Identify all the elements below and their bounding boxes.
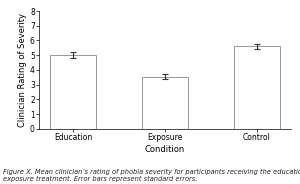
Y-axis label: Clinician Rating of Severity: Clinician Rating of Severity	[18, 13, 27, 127]
Bar	[142, 77, 188, 129]
Bar	[234, 46, 280, 129]
Bar	[50, 55, 96, 129]
Text: Figure X. Mean clinician’s rating of phobia severity for participants receiving : Figure X. Mean clinician’s rating of pho…	[3, 168, 300, 182]
X-axis label: Condition: Condition	[145, 145, 185, 154]
